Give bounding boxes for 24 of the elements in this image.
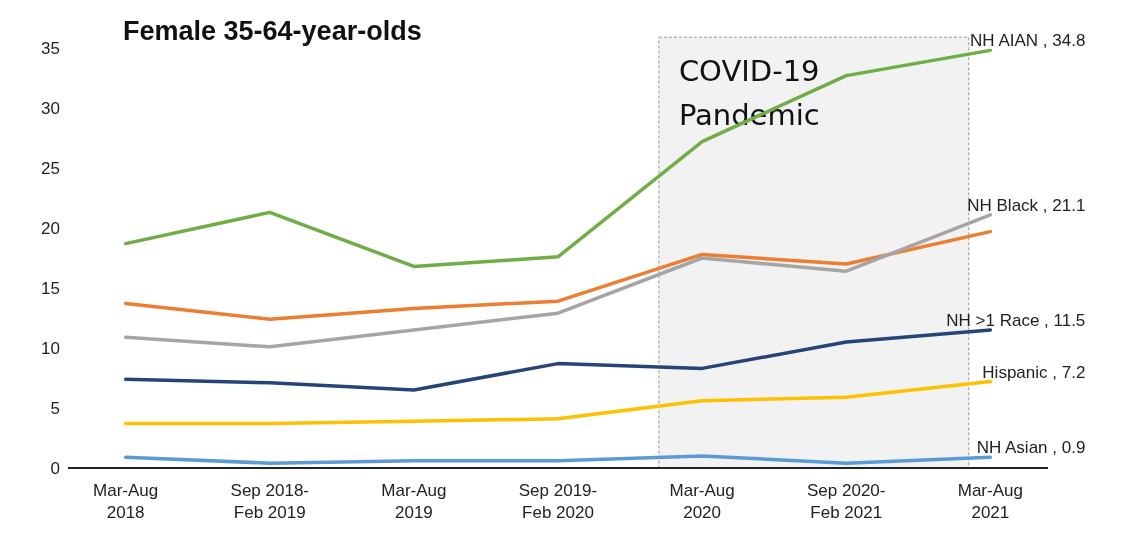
y-tick-label: 25 bbox=[41, 159, 60, 179]
y-tick-label: 5 bbox=[50, 399, 60, 419]
y-tick-label: 0 bbox=[50, 459, 60, 479]
x-tick-label: Mar-Aug 2021 bbox=[957, 481, 1023, 522]
data-label: NH >1 Race , 11.5 bbox=[946, 311, 1086, 330]
y-tick-label: 20 bbox=[41, 219, 60, 239]
x-tick-label: Mar-Aug 2020 bbox=[669, 481, 735, 522]
x-tick-label: Mar-Aug 2019 bbox=[381, 481, 447, 522]
x-tick-label: Mar-Aug 2018 bbox=[93, 481, 159, 522]
line-series bbox=[123, 454, 993, 465]
chart-title: Female 35-64-year-olds bbox=[123, 16, 422, 47]
y-tick-label: 10 bbox=[41, 339, 60, 359]
x-tick-label: Sep 2018- Feb 2019 bbox=[230, 481, 309, 522]
data-label: Hispanic , 7.2 bbox=[982, 362, 1086, 382]
data-label: NH Asian , 0.9 bbox=[976, 438, 1086, 458]
y-tick-label: 30 bbox=[41, 99, 60, 119]
y-tick-label: 35 bbox=[41, 39, 60, 59]
x-tick-label: Sep 2019- Feb 2020 bbox=[518, 481, 598, 522]
data-label: NH Black , 21.1 bbox=[967, 195, 1086, 215]
line-series bbox=[123, 48, 993, 269]
line-series bbox=[123, 379, 993, 426]
x-tick-label: Sep 2020- Feb 2021 bbox=[807, 481, 886, 522]
y-tick-label: 15 bbox=[41, 279, 60, 299]
data-label: NH AIAN , 34.8 bbox=[970, 31, 1086, 51]
